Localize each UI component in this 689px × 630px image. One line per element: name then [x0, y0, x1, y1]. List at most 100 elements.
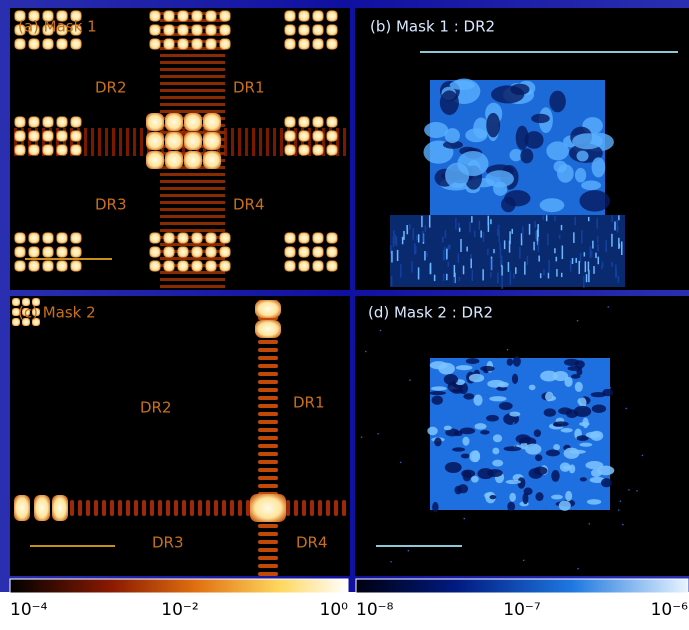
fringe	[310, 500, 314, 516]
speckle	[545, 449, 560, 457]
fringe	[160, 19, 225, 22]
blob	[70, 232, 82, 244]
fringe	[70, 500, 74, 516]
star	[512, 423, 514, 425]
fringe	[182, 500, 186, 516]
blob	[149, 38, 161, 50]
noise	[458, 222, 460, 228]
fringe	[118, 500, 122, 516]
speckle	[480, 430, 490, 435]
noise	[489, 258, 492, 271]
blob	[205, 260, 217, 272]
noise	[543, 269, 545, 276]
noise	[453, 274, 455, 283]
fringe	[258, 348, 278, 352]
speckle	[540, 370, 558, 382]
fringe	[160, 68, 225, 71]
fringe	[91, 128, 94, 156]
blob	[205, 38, 217, 50]
fringe	[259, 128, 262, 156]
fringe	[160, 110, 225, 113]
blob	[149, 246, 161, 258]
noise	[560, 272, 563, 278]
noise	[424, 251, 426, 261]
blob	[42, 116, 54, 128]
blob	[70, 38, 82, 50]
blob	[14, 116, 26, 128]
colorbar	[9, 578, 349, 594]
blob	[56, 10, 68, 22]
noise	[558, 234, 561, 240]
noise	[490, 256, 493, 271]
fringe	[160, 89, 225, 92]
speckle	[505, 479, 521, 485]
speckle	[473, 117, 489, 139]
fringe	[206, 500, 210, 516]
noise	[460, 238, 462, 253]
noise	[470, 254, 472, 260]
speckle	[574, 381, 583, 392]
speckle	[497, 381, 509, 388]
fringe	[190, 500, 194, 516]
noise	[618, 243, 621, 248]
blob	[312, 232, 324, 244]
speckle	[525, 443, 542, 455]
noise	[593, 266, 595, 274]
fringe	[258, 524, 278, 528]
blob	[312, 246, 324, 258]
blob	[22, 308, 30, 316]
blob	[191, 246, 203, 258]
blob	[14, 260, 26, 272]
noise	[490, 272, 492, 278]
noise	[458, 276, 461, 282]
colorbar-area	[0, 592, 689, 630]
blob	[312, 10, 324, 22]
noise	[426, 252, 428, 258]
fringe	[94, 500, 98, 516]
blob	[12, 308, 20, 316]
blob	[28, 232, 40, 244]
speckle	[515, 434, 531, 444]
speckle	[492, 434, 503, 443]
speckle	[430, 386, 447, 391]
noise	[542, 215, 544, 220]
noise	[469, 221, 471, 233]
noise	[533, 241, 535, 251]
speckle	[489, 396, 507, 402]
fringe	[246, 500, 250, 516]
blob	[70, 144, 82, 156]
star	[444, 492, 447, 495]
noise	[611, 233, 613, 247]
speckle	[445, 162, 470, 189]
speckle	[591, 157, 606, 178]
blob	[56, 260, 68, 272]
fringe	[126, 128, 129, 156]
noise	[618, 237, 620, 249]
noise	[391, 250, 393, 263]
noise	[447, 261, 450, 267]
star	[641, 454, 644, 457]
speckle	[486, 414, 499, 422]
noise	[583, 252, 586, 257]
blob	[14, 24, 26, 36]
speckle	[507, 501, 516, 512]
noise	[578, 260, 580, 275]
noise	[583, 276, 585, 288]
speckle	[573, 405, 592, 418]
fringe	[160, 187, 225, 190]
noise	[524, 261, 526, 275]
blob	[284, 116, 296, 128]
noise	[555, 256, 558, 262]
noise	[587, 261, 590, 272]
noise	[444, 230, 447, 238]
speckle	[492, 459, 504, 467]
noise	[537, 239, 540, 252]
blob	[165, 132, 183, 150]
speckle	[444, 462, 462, 474]
blob	[28, 130, 40, 142]
speckle	[543, 408, 556, 417]
speckle	[509, 148, 523, 162]
blob	[284, 260, 296, 272]
fringe	[214, 500, 218, 516]
noise	[403, 230, 405, 240]
